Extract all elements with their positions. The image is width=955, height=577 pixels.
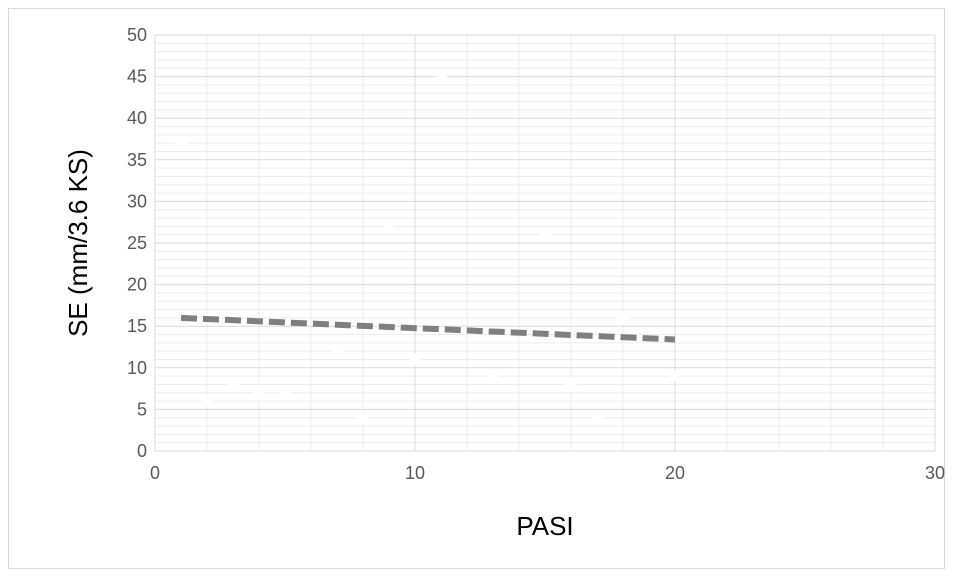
data-point — [409, 353, 421, 366]
y-tick-label: 45 — [127, 67, 147, 87]
y-tick-label: 10 — [127, 358, 147, 378]
y-tick-label: 0 — [137, 441, 147, 461]
data-point — [175, 137, 187, 150]
y-tick-label: 5 — [137, 399, 147, 419]
y-tick-label: 25 — [127, 233, 147, 253]
x-tick-label: 10 — [405, 463, 425, 483]
y-axis-title: SE (mm/3.6 KS) — [63, 149, 93, 337]
data-point — [487, 370, 499, 383]
data-point — [331, 345, 343, 358]
x-tick-labels: 0 10 20 30 — [150, 463, 945, 483]
data-point — [227, 378, 239, 391]
major-gridlines — [154, 34, 936, 452]
trendline-layer — [180, 314, 676, 343]
x-axis-title: PASI — [516, 511, 573, 541]
x-tick-label: 30 — [925, 463, 945, 483]
y-tick-label: 40 — [127, 108, 147, 128]
data-point — [539, 228, 551, 241]
data-point — [201, 395, 213, 408]
x-tick-label: 0 — [150, 463, 160, 483]
data-point — [617, 311, 629, 324]
data-point — [253, 386, 265, 399]
scatter-chart: 0 10 20 30 0 5 10 15 20 25 30 35 40 45 50 PASI SE (mm… — [63, 25, 945, 541]
y-tick-label: 50 — [127, 25, 147, 45]
x-tick-label: 20 — [665, 463, 685, 483]
data-point — [591, 411, 603, 424]
chart-frame: 0 10 20 30 0 5 10 15 20 25 30 35 40 45 50 PASI SE (mm… — [8, 8, 945, 569]
y-tick-label: 30 — [127, 191, 147, 211]
data-point — [435, 70, 447, 83]
data-points — [175, 70, 681, 424]
y-tick-label: 20 — [127, 275, 147, 295]
data-point — [279, 386, 291, 399]
data-point — [565, 378, 577, 391]
data-point — [357, 411, 369, 424]
trendline — [180, 314, 676, 343]
y-tick-label: 35 — [127, 150, 147, 170]
y-tick-labels: 0 5 10 15 20 25 30 35 40 45 50 — [127, 25, 147, 461]
data-point — [669, 370, 681, 383]
y-tick-label: 15 — [127, 316, 147, 336]
data-point — [383, 220, 395, 233]
